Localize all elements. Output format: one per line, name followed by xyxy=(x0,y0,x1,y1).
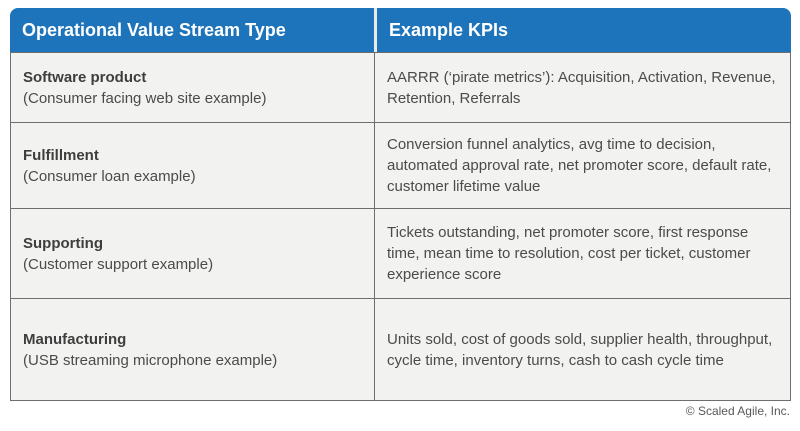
table-row-manufacturing-type-cell: Manufacturing (USB streaming microphone … xyxy=(10,298,374,401)
table-row-software-product-kpi-cell: AARRR (‘pirate metrics’): Acquisition, A… xyxy=(374,52,791,122)
table-row-fulfillment-kpi-cell: Conversion funnel analytics, avg time to… xyxy=(374,122,791,208)
kpi-text: Tickets outstanding, net promoter score,… xyxy=(387,224,751,283)
kpi-text: AARRR (‘pirate metrics’): Acquisition, A… xyxy=(387,68,776,107)
value-stream-type-label: Manufacturing xyxy=(23,330,127,348)
kpi-text: Conversion funnel analytics, avg time to… xyxy=(387,136,772,195)
value-stream-example-label: (Consumer loan example) xyxy=(23,167,196,185)
header-cell-example-kpis: Example KPIs xyxy=(374,8,791,52)
value-stream-type-label: Fulfillment xyxy=(23,146,99,164)
copyright-text: © Scaled Agile, Inc. xyxy=(685,404,790,418)
value-stream-example-label: (Consumer facing web site example) xyxy=(23,89,267,107)
value-stream-example-label: (Customer support example) xyxy=(23,255,214,273)
value-stream-type-label: Software product xyxy=(23,68,147,86)
table-row-fulfillment-type-cell: Fulfillment (Consumer loan example) xyxy=(10,122,374,208)
table-row-supporting-type-cell: Supporting (Customer support example) xyxy=(10,208,374,298)
value-stream-example-label: (USB streaming microphone example) xyxy=(23,351,278,369)
table-row-software-product-type-cell: Software product (Consumer facing web si… xyxy=(10,52,374,122)
header-label-value-stream-type: Operational Value Stream Type xyxy=(22,19,286,40)
table-row-supporting-kpi-cell: Tickets outstanding, net promoter score,… xyxy=(374,208,791,298)
value-stream-kpi-table: Operational Value Stream Type Example KP… xyxy=(10,8,791,401)
table-row-manufacturing-kpi-cell: Units sold, cost of goods sold, supplier… xyxy=(374,298,791,401)
header-label-example-kpis: Example KPIs xyxy=(389,19,509,40)
kpi-text: Units sold, cost of goods sold, supplier… xyxy=(387,330,773,369)
header-cell-value-stream-type: Operational Value Stream Type xyxy=(10,8,374,52)
value-stream-type-label: Supporting xyxy=(23,234,103,252)
